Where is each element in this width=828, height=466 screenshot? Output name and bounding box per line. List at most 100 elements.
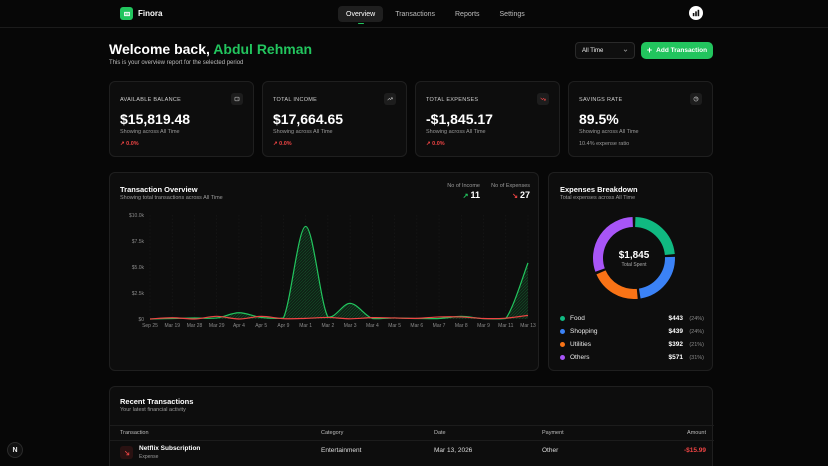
income-area (150, 226, 528, 319)
stat-label: AVAILABLE BALANCE (120, 97, 182, 103)
page-subtitle: This is your overview report for the sel… (109, 60, 244, 66)
donut-slice-others[interactable] (593, 217, 634, 272)
x-tick-label: Mar 2 (321, 323, 334, 329)
dev-indicator-badge[interactable]: N (7, 442, 23, 458)
stat-value: $15,819.48 (120, 111, 191, 127)
period-value: All Time (582, 47, 604, 54)
stat-change: ↗ 0.0% (273, 141, 292, 147)
arrow-up-right-icon: ↗ (426, 141, 431, 147)
y-tick-label: $0 (138, 317, 144, 323)
expense-ratio: 10.4% expense ratio (579, 141, 630, 147)
legend-item-others: Others $571 (31%) (560, 353, 704, 362)
transaction-category: Entertainment (321, 447, 362, 454)
add-transaction-button[interactable]: + Add Transaction (641, 42, 713, 59)
expense-count-label: No of Expenses (491, 183, 530, 189)
breakdown-subtitle: Total expenses across All Time (560, 195, 636, 201)
wallet-icon (231, 93, 243, 105)
transaction-date: Mar 13, 2026 (434, 447, 473, 454)
x-tick-label: Mar 19 (164, 323, 180, 329)
available-balance-card: AVAILABLE BALANCE $15,819.48 Showing acr… (109, 81, 254, 157)
add-transaction-label: Add Transaction (656, 47, 708, 54)
transaction-payment: Other (542, 447, 559, 454)
column-header-date[interactable]: Date (434, 430, 446, 436)
stat-change: ↗ 0.0% (426, 141, 445, 147)
total-income-card: TOTAL INCOME $17,664.65 Showing across A… (262, 81, 407, 157)
income-count-label: No of Income (447, 183, 480, 189)
x-tick-label: Mar 3 (344, 323, 357, 329)
expense-counter: No of Expenses ↘ 27 (484, 183, 530, 200)
income-line (149, 225, 529, 320)
donut-total-label: Total Spent (621, 262, 647, 268)
legend-name: Others (570, 354, 590, 361)
legend-name: Food (570, 315, 585, 322)
tab-reports[interactable]: Reports (455, 10, 480, 18)
arrow-up-right-icon: ↗ (120, 141, 125, 147)
stat-value: -$1,845.17 (426, 111, 493, 127)
x-tick-label: Apr 5 (255, 323, 267, 329)
transaction-name: Netflix Subscription (139, 445, 201, 452)
recent-transactions-card: Recent Transactions Your latest financia… (109, 386, 714, 466)
app-name: Finora (138, 9, 163, 18)
breakdown-title: Expenses Breakdown (560, 185, 638, 194)
logo-icon (120, 7, 133, 20)
stat-change-value: 0.0% (279, 141, 292, 147)
x-tick-label: Mar 6 (410, 323, 423, 329)
stat-note: Showing across All Time (273, 129, 333, 135)
chevron-down-icon (623, 49, 628, 52)
plus-icon: + (646, 45, 653, 55)
pie-icon (690, 93, 702, 105)
donut-slice-utilities[interactable] (596, 270, 638, 299)
transaction-overview-chart: $0 $2.5k $5.0k $7.5k $10.0k Sep 25 Mar 19 Mar … (129, 213, 536, 329)
donut-slice-food[interactable] (634, 217, 675, 256)
x-tick-label: Mar 8 (455, 323, 468, 329)
legend-percent: (24%) (689, 328, 704, 335)
user-avatar[interactable] (689, 6, 703, 20)
expense-icon (120, 446, 133, 459)
column-header-category[interactable]: Category (321, 430, 344, 436)
savings-rate-card: SAVINGS RATE 89.5% Showing across All Ti… (568, 81, 713, 157)
tab-overview[interactable]: Overview (338, 6, 384, 24)
stat-value: $17,664.65 (273, 111, 344, 127)
legend-dot (560, 342, 565, 347)
legend-percent: (31%) (689, 354, 704, 361)
column-header-amount[interactable]: Amount (687, 430, 706, 436)
legend-name: Shopping (570, 328, 598, 335)
column-header-payment[interactable]: Payment (542, 430, 564, 436)
legend-item-shopping: Shopping $439 (24%) (560, 327, 704, 336)
stat-label: TOTAL EXPENSES (426, 97, 479, 103)
chart-logo-icon (692, 9, 700, 17)
tab-settings[interactable]: Settings (499, 10, 525, 18)
period-select[interactable]: All Time (575, 42, 635, 59)
trend-up-icon (384, 93, 396, 105)
expenses-breakdown-card: Expenses Breakdown Total expenses across… (548, 172, 713, 371)
x-tick-label: Mar 9 (477, 323, 490, 329)
tab-transactions[interactable]: Transactions (395, 10, 435, 18)
y-tick-label: $2.5k (132, 291, 145, 297)
trend-down-icon (537, 93, 549, 105)
legend-item-food: Food $443 (24%) (560, 314, 704, 323)
recent-subtitle: Your latest financial activity (120, 407, 186, 413)
stat-note: Showing across All Time (120, 129, 180, 135)
overview-subtitle: Showing total transactions across All Ti… (120, 195, 223, 201)
x-tick-label: Mar 4 (366, 323, 379, 329)
legend-amount: $571 (668, 354, 683, 361)
legend-name: Utilities (570, 341, 591, 348)
legend-item-utilities: Utilities $392 (21%) (560, 340, 704, 349)
app-logo[interactable]: Finora (120, 7, 162, 20)
x-tick-label: Sep 25 (142, 323, 158, 329)
table-row[interactable]: Netflix Subscription Expense Entertainme… (110, 443, 714, 465)
arrow-down-right-icon: ↘ (512, 193, 518, 200)
column-header-transaction[interactable]: Transaction (120, 430, 149, 436)
stat-change-value: 0.0% (126, 141, 139, 147)
page-title: Welcome back, Abdul Rehman (109, 41, 312, 57)
stat-note: Showing across All Time (426, 129, 486, 135)
main-nav: Overview Transactions Reports Settings (338, 6, 533, 24)
donut-slice-shopping[interactable] (638, 256, 675, 299)
x-tick-label: Mar 7 (433, 323, 446, 329)
y-tick-label: $5.0k (132, 265, 145, 271)
expenses-donut-chart: $1,845 Total Spent (593, 217, 675, 299)
legend-dot (560, 329, 565, 334)
transaction-amount: -$15.99 (683, 447, 706, 454)
x-tick-label: Mar 28 (187, 323, 203, 329)
overview-title: Transaction Overview (120, 185, 198, 194)
